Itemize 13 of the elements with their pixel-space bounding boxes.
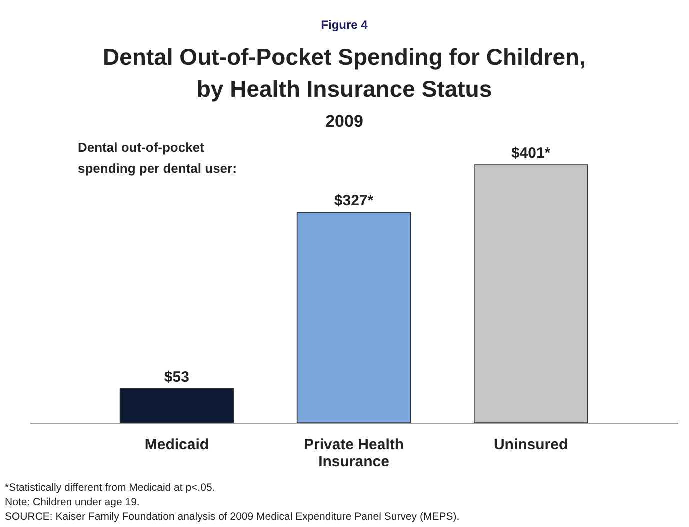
- text: Note: Children under age 19.: [5, 496, 140, 508]
- x-tick-label: Uninsured: [494, 436, 568, 454]
- source-note: SOURCE: Kaiser Family Foundation analysis of 2009 Medical Expenditure Panel Survey (MEPS).: [5, 511, 460, 523]
- x-tick-label: Medicaid: [144, 436, 210, 454]
- data-label: $53: [164, 368, 190, 386]
- data-label: $401*: [511, 145, 551, 162]
- data-label: $327*: [334, 192, 374, 210]
- text: *Statistically different from Medicaid at p<.05.: [5, 482, 216, 494]
- chart-subtitle: 2009: [326, 112, 364, 131]
- chart-title: Dental Out-of-Pocket Spending for Children, by Health Insurance Status: [103, 44, 586, 102]
- caption: Figure 4: [321, 18, 368, 32]
- x-tick-label: Private Health Insurance: [304, 436, 404, 470]
- y-axis-title: Dental out-of-pocket spending per dental user:: [78, 140, 237, 176]
